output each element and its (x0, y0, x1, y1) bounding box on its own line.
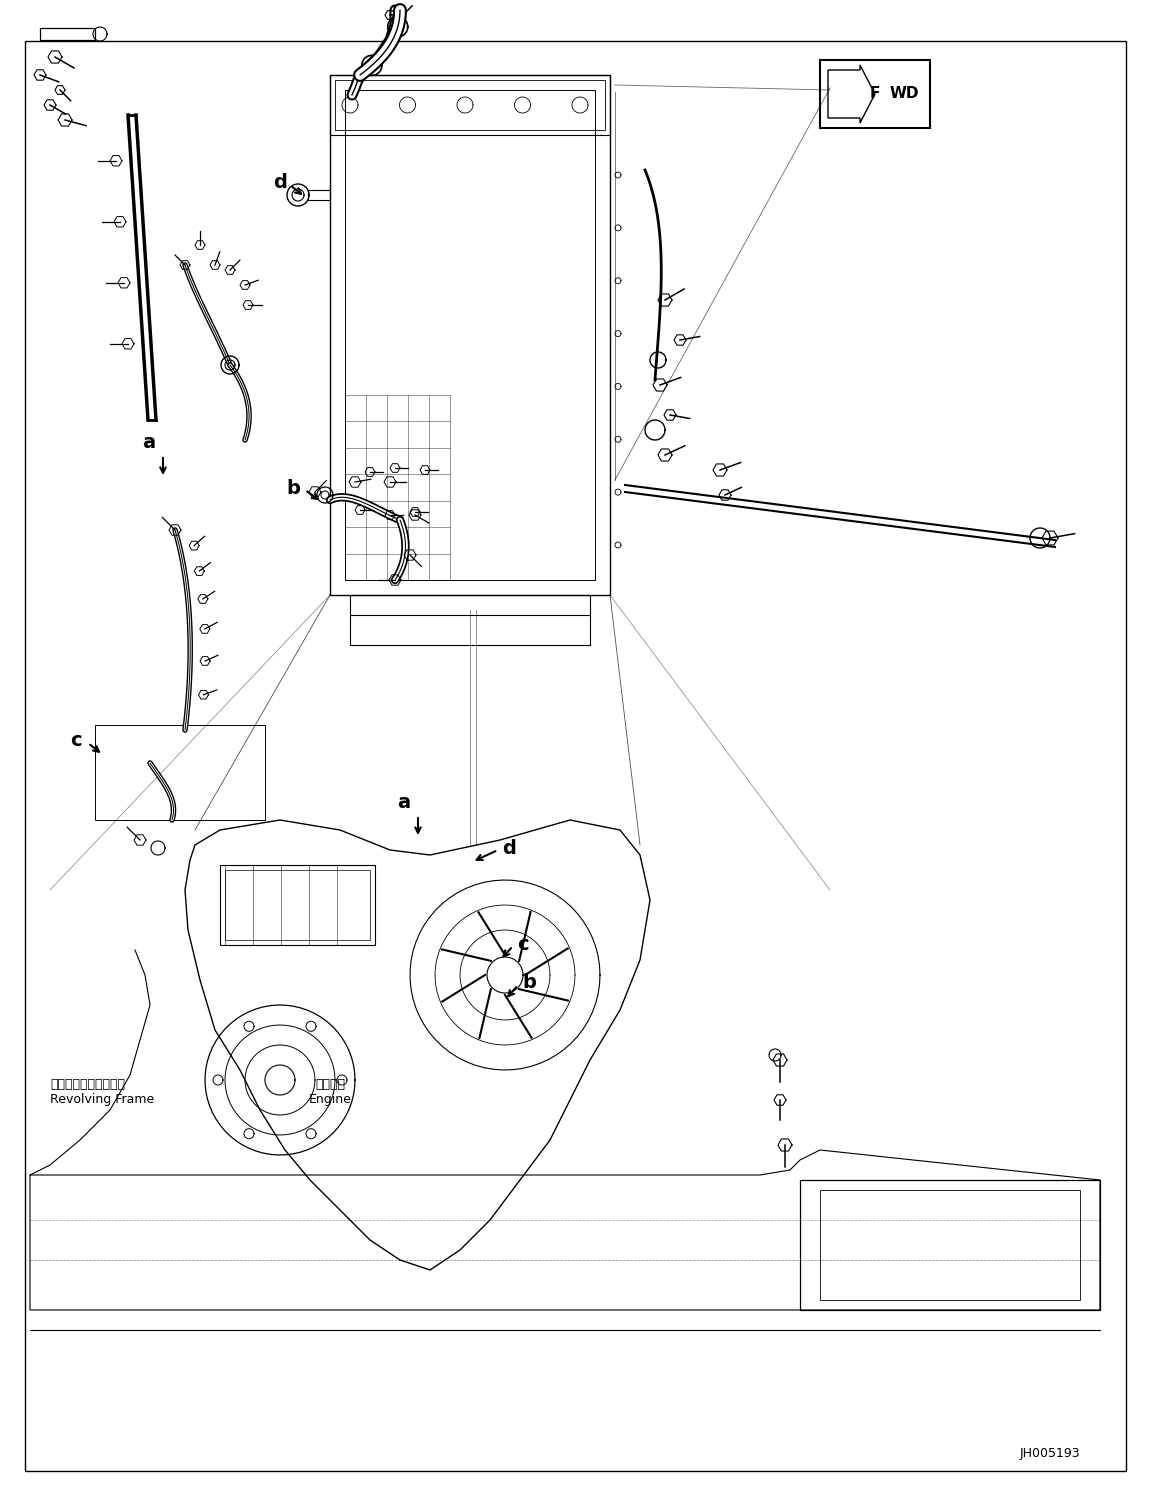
Bar (345, 89, 595, 581)
Text: a: a (142, 433, 155, 453)
Text: b: b (287, 478, 300, 497)
Bar (308, 191, 330, 200)
Bar (330, 74, 610, 135)
Bar (820, 60, 930, 128)
Bar (40, 28, 96, 40)
Text: Revolving Frame: Revolving Frame (49, 1093, 154, 1106)
Bar (224, 870, 369, 940)
Text: d: d (502, 838, 516, 858)
Text: JH005193: JH005193 (1020, 1447, 1080, 1461)
Bar (96, 725, 265, 820)
Text: c: c (70, 731, 82, 749)
Bar (220, 865, 375, 946)
Bar (330, 74, 610, 596)
Text: c: c (517, 935, 528, 953)
Text: レボルビングフレーム: レボルビングフレーム (49, 1078, 125, 1091)
Text: エンジン: エンジン (315, 1078, 345, 1091)
Bar (820, 1190, 1080, 1300)
Text: WD: WD (890, 86, 920, 101)
Bar (800, 1179, 1100, 1310)
Text: F: F (870, 86, 881, 101)
Text: b: b (523, 974, 536, 993)
Text: d: d (273, 174, 287, 192)
Bar (335, 80, 605, 130)
Text: a: a (397, 794, 410, 812)
Bar (350, 596, 590, 615)
Text: Engine: Engine (308, 1093, 351, 1106)
